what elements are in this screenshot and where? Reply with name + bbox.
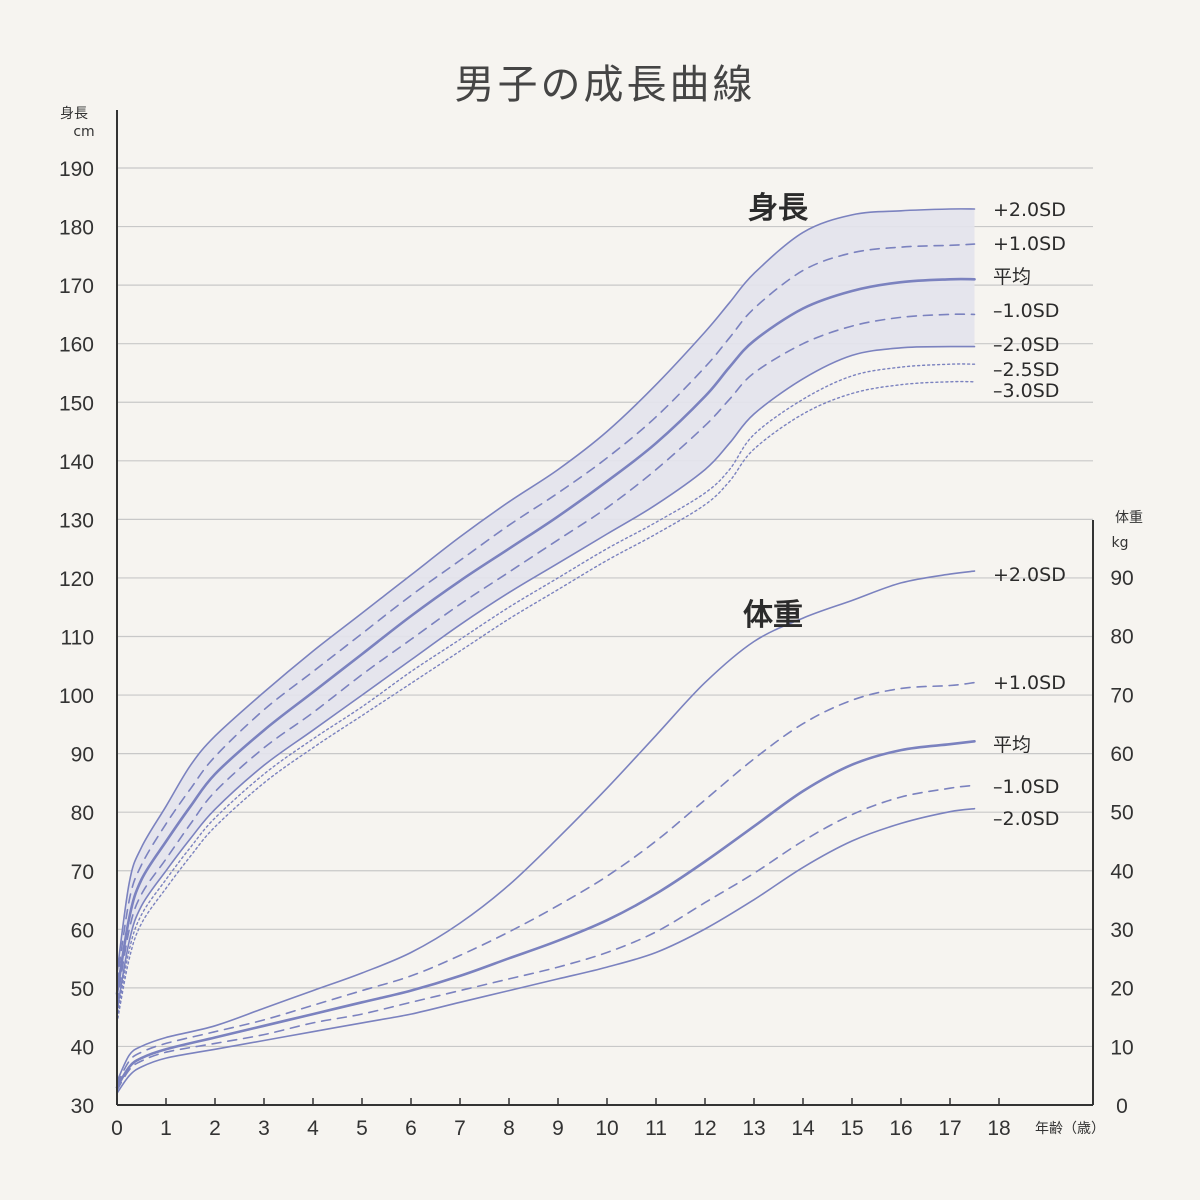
y-right-tick-label: 70 [1110,684,1133,707]
y-left-tick-label: 40 [71,1036,94,1059]
y-right-label-unit: kg [1112,535,1129,551]
data-series [115,208,976,1095]
weight-section-label: 体重 [743,598,803,633]
height-series-label: –2.0SD [993,334,1059,356]
height-section-label: 身長 [748,191,809,226]
weight-series-line [116,784,976,1092]
x-tick-label: 14 [791,1117,815,1140]
y-left-tick-label: 130 [59,509,94,532]
y-right-tick-label: 40 [1110,860,1133,883]
x-tick-label: 8 [503,1117,515,1140]
height-series-label: –1.0SD [993,300,1059,322]
height-series-line [116,313,976,1004]
x-tick-label: 5 [356,1117,368,1140]
weight-series-label: +1.0SD [993,672,1066,694]
x-axis-label: 年齢（歳） [1035,1121,1105,1137]
y-left-tick-label: 160 [59,334,94,357]
y-left-tick-label: 80 [71,802,94,825]
y-right-tick-label: 0 [1116,1095,1128,1118]
height-series-label: –2.5SD [993,359,1059,381]
y-left-tick-label: 170 [59,275,94,298]
x-tick-label: 15 [840,1117,863,1140]
weight-series-line [115,740,976,1089]
x-tick-label: 2 [209,1117,221,1140]
y-left-tick-label: 180 [59,217,94,240]
y-left-tick-label: 60 [71,919,94,942]
weight-series-line [116,570,976,1083]
weight-series-line [116,807,976,1095]
y-left-tick-label: 100 [59,685,94,708]
height-series-line [116,363,976,1018]
weight-series-line [116,681,976,1086]
y-left-tick-label: 110 [61,627,94,650]
x-tick-label: 7 [454,1117,466,1140]
tick-labels: 3040506070809010011012013014015016017018… [59,158,1134,1140]
height-series-label: +2.0SD [993,199,1066,221]
x-tick-label: 1 [160,1117,172,1140]
height-sd-band [117,208,975,1012]
x-tick-label: 18 [987,1117,1010,1140]
x-tick-label: 10 [595,1117,618,1140]
y-left-tick-label: 30 [71,1095,94,1118]
weight-series-label: 平均 [993,734,1031,756]
y-right-label-top: 体重 [1115,510,1143,526]
x-tick-label: 17 [938,1117,961,1140]
height-series-line [115,277,976,995]
y-left-tick-label: 50 [71,978,94,1001]
y-left-tick-label: 190 [59,158,94,181]
height-series-label: –3.0SD [993,380,1059,402]
height-series-line [116,380,976,1024]
x-tick-label: 16 [889,1117,912,1140]
x-tick-label: 0 [111,1117,123,1140]
y-left-tick-label: 90 [71,744,94,767]
weight-series-label: –2.0SD [993,808,1059,830]
x-tick-label: 3 [258,1117,270,1140]
x-tick-label: 11 [645,1117,667,1140]
height-series-label: +1.0SD [993,233,1066,255]
height-series-label: 平均 [993,266,1031,288]
x-tick-label: 13 [742,1117,765,1140]
height-series-line [116,345,976,1013]
y-right-tick-label: 50 [1110,802,1133,825]
y-right-tick-label: 80 [1110,626,1133,649]
x-tick-label: 12 [693,1117,716,1140]
height-series-line [116,208,976,974]
y-left-tick-label: 120 [59,568,94,591]
y-right-tick-label: 90 [1110,567,1133,590]
weight-series-label: –1.0SD [993,776,1059,798]
height-band-fill [117,208,975,1012]
x-tick-label: 9 [552,1117,564,1140]
x-tick-label: 4 [307,1117,319,1140]
y-left-label-unit: cm [73,124,94,140]
height-series-line [116,243,976,983]
y-left-label-top: 身長 [60,106,88,122]
chart-title: 男子の成長曲線 [455,62,756,108]
y-left-tick-label: 140 [59,451,94,474]
x-tick-label: 6 [405,1117,417,1140]
y-right-tick-label: 10 [1110,1036,1133,1059]
y-left-tick-label: 150 [59,392,94,415]
axes [116,110,1094,1106]
y-right-tick-label: 20 [1110,978,1133,1001]
series-labels: +2.0SD +1.0SD 平均 –1.0SD –2.0SD –2.5SD–3.0SD +2… [993,199,1066,830]
weight-series-label: +2.0SD [993,564,1066,586]
y-right-tick-label: 60 [1110,743,1133,766]
y-left-tick-label: 70 [71,861,94,884]
y-right-tick-label: 30 [1110,919,1133,942]
